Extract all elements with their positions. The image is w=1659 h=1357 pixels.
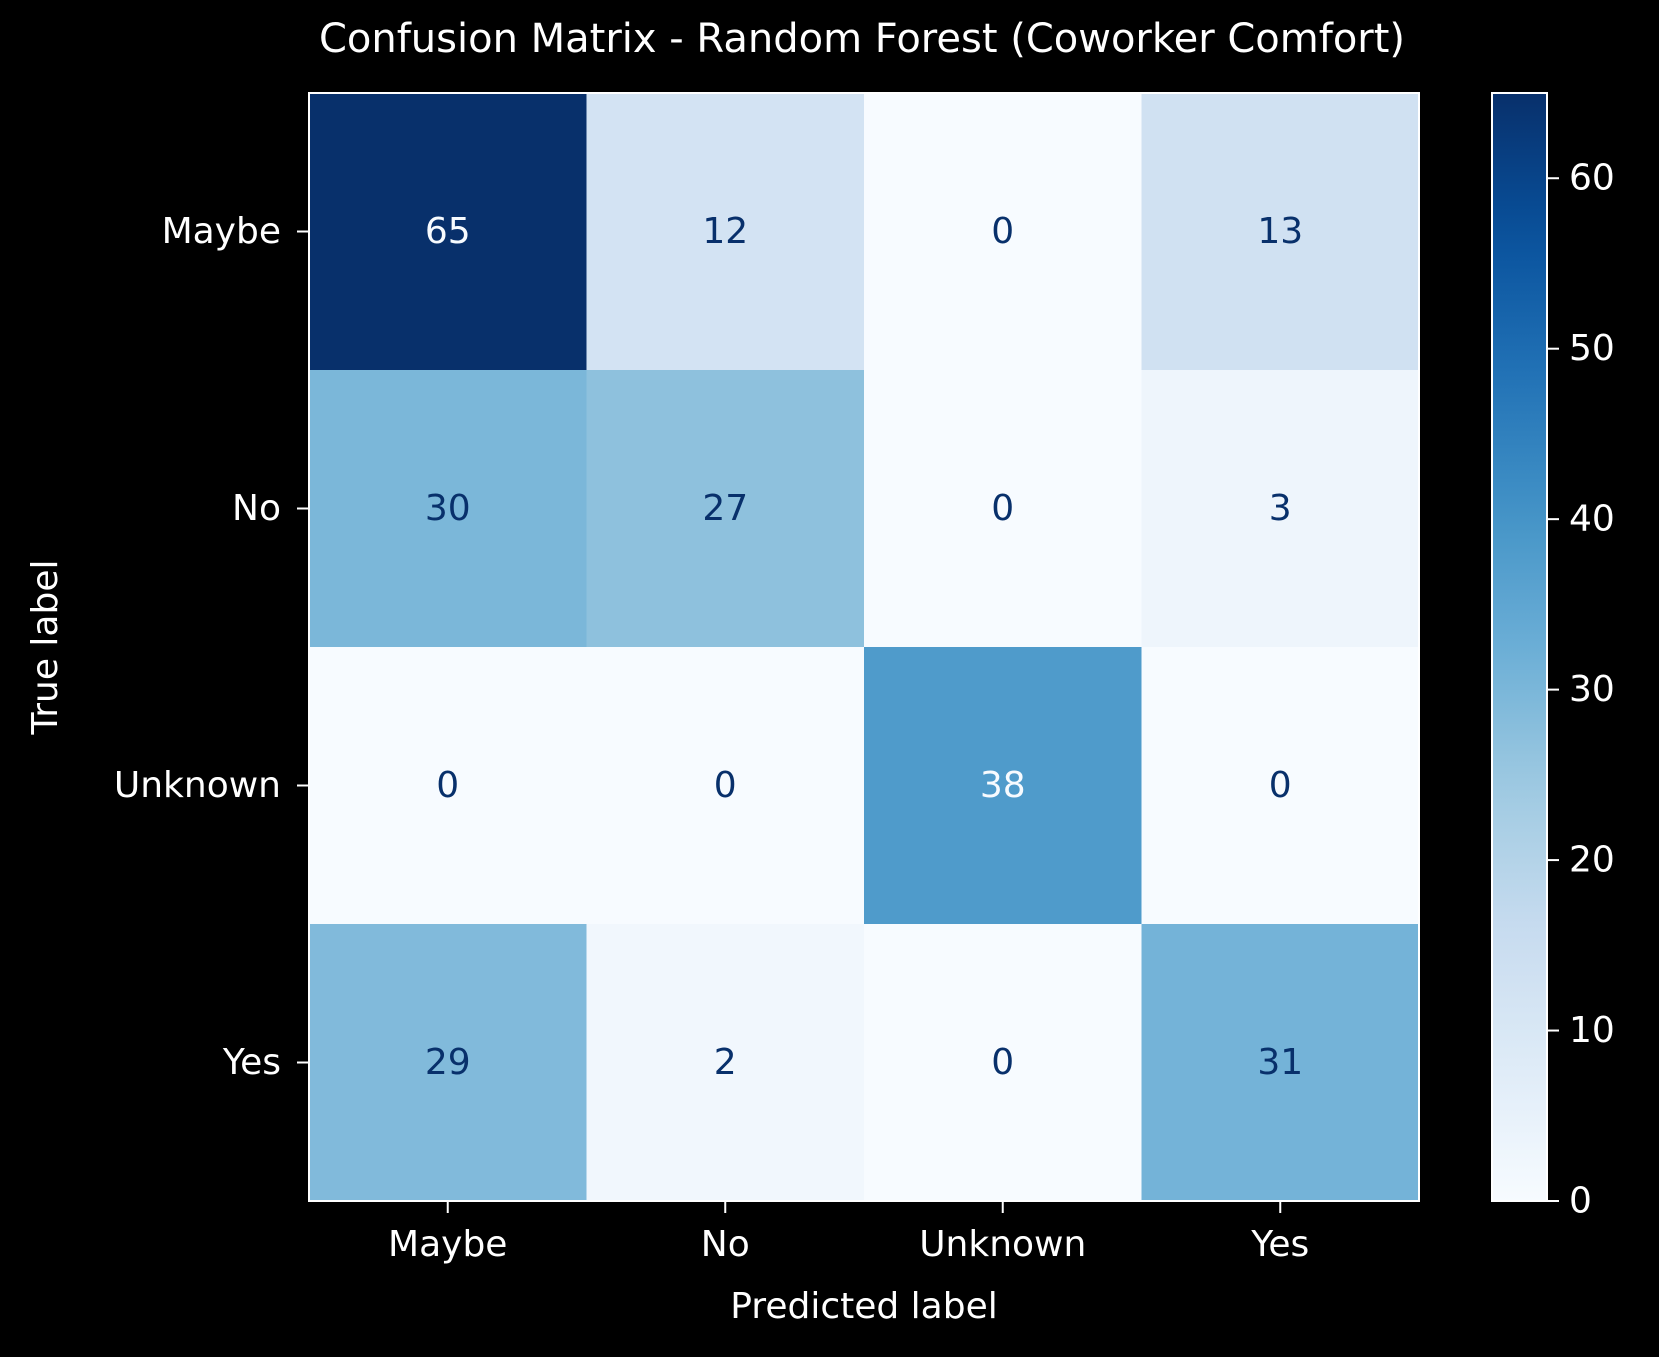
cell-value-label: 38 (980, 765, 1026, 806)
y-tick-label: Unknown (114, 765, 281, 806)
heatmap-cell (864, 93, 1142, 371)
cell-value-label: 0 (991, 211, 1014, 252)
heatmap-cell (1141, 924, 1420, 1202)
cell-value-label: 0 (436, 765, 459, 806)
colorbar-tick-label: 50 (1569, 328, 1615, 369)
cell-value-label: 30 (425, 488, 471, 529)
colorbar-tick-label: 10 (1569, 1010, 1615, 1051)
heatmap-cell (864, 370, 1142, 648)
cell-value-label: 0 (991, 1042, 1014, 1083)
colorbar-tick-label: 60 (1569, 158, 1615, 199)
x-axis-label: Predicted label (730, 1286, 998, 1327)
heatmap-cell (586, 924, 865, 1202)
x-tick-label: Maybe (388, 1224, 507, 1265)
cell-value-label: 12 (702, 211, 748, 252)
x-tick-label: No (701, 1224, 750, 1265)
y-tick-label: Maybe (162, 211, 281, 252)
colorbar-ticks: 0 10 20 30 40 50 60 (1547, 158, 1615, 1222)
heatmap-cell (586, 370, 865, 648)
cell-value-label: 31 (1257, 1042, 1303, 1083)
colorbar-tick-label: 30 (1569, 669, 1615, 710)
cell-value-label: 0 (1269, 765, 1292, 806)
cell-value-label: 0 (714, 765, 737, 806)
y-tick-label: Yes (222, 1042, 281, 1083)
heatmap-cell (586, 93, 865, 371)
heatmap-cell (864, 924, 1142, 1202)
cell-value-label: 0 (991, 488, 1014, 529)
cell-value-label: 2 (714, 1042, 737, 1083)
heatmap-cell (1141, 647, 1420, 925)
x-tick-label: Unknown (919, 1224, 1086, 1265)
colorbar-tick-label: 40 (1569, 499, 1615, 540)
cell-value-label: 13 (1257, 211, 1303, 252)
heatmap-cell (309, 647, 587, 925)
heatmap-cell (309, 924, 587, 1202)
y-tick-label: No (232, 488, 281, 529)
cell-value-label: 29 (425, 1042, 471, 1083)
colorbar-tick-label: 0 (1569, 1181, 1592, 1222)
cell-value-label: 27 (702, 488, 748, 529)
heatmap-cell (1141, 370, 1420, 648)
heatmap-cell (1141, 93, 1420, 371)
heatmap-cell (309, 93, 587, 371)
heatmap-cell (864, 647, 1142, 925)
x-tick-label: Yes (1250, 1224, 1309, 1265)
y-axis-label: True label (25, 560, 66, 736)
y-axis-ticks: Maybe No Unknown Yes (114, 211, 309, 1083)
colorbar (1491, 92, 1548, 1202)
cell-value-label: 65 (425, 211, 471, 252)
x-axis-ticks: Maybe No Unknown Yes (388, 1201, 1309, 1265)
heatmap-cell (586, 647, 865, 925)
colorbar-tick-label: 20 (1569, 840, 1615, 881)
heatmap-cells (309, 93, 1420, 1202)
cell-value-label: 3 (1269, 488, 1292, 529)
chart-title: Confusion Matrix - Random Forest (Cowork… (319, 16, 1405, 62)
heatmap-cell (309, 370, 587, 648)
plot-frame (308, 92, 1420, 1202)
